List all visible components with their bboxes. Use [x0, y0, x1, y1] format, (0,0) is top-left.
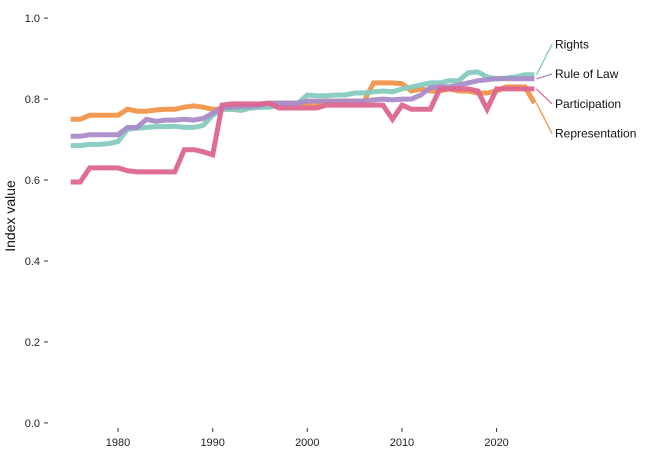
series-label-layer: Representation Rights Rule of Law Participa… [535, 37, 636, 140]
x-tick-label: 1990 [200, 437, 224, 449]
series-leader-line [535, 102, 553, 134]
y-tick-label: 1.0 [25, 13, 40, 25]
series-leader-line [536, 73, 553, 80]
series-leader-line [535, 88, 553, 105]
x-tick-label: 2000 [295, 437, 319, 449]
y-axis-title: Index value [2, 180, 18, 252]
series-label: Rule of Law [555, 67, 619, 81]
series-line-rule-of-law [70, 76, 535, 139]
y-tick-label: 0.0 [25, 418, 40, 430]
x-tick-label: 1980 [106, 437, 130, 449]
series-layer [70, 69, 537, 185]
series-label: Rights [555, 37, 589, 51]
y-tick-label: 0.6 [25, 175, 40, 187]
series-line-participation [70, 86, 535, 185]
y-tick-label: 0.2 [25, 337, 40, 349]
series-label: Participation [555, 97, 621, 111]
series-label: Representation [555, 126, 636, 140]
series-leader-line [535, 44, 553, 76]
y-tick-label: 0.4 [25, 256, 40, 268]
x-axis: 1980 1990 2000 2010 2020 [106, 428, 509, 449]
x-tick-label: 2020 [484, 437, 508, 449]
series-line-rights [70, 69, 535, 149]
x-tick-label: 2010 [390, 437, 414, 449]
y-axis: 0.0 0.2 0.4 0.6 0.8 1.0 [25, 13, 48, 430]
y-tick-label: 0.8 [25, 94, 40, 106]
